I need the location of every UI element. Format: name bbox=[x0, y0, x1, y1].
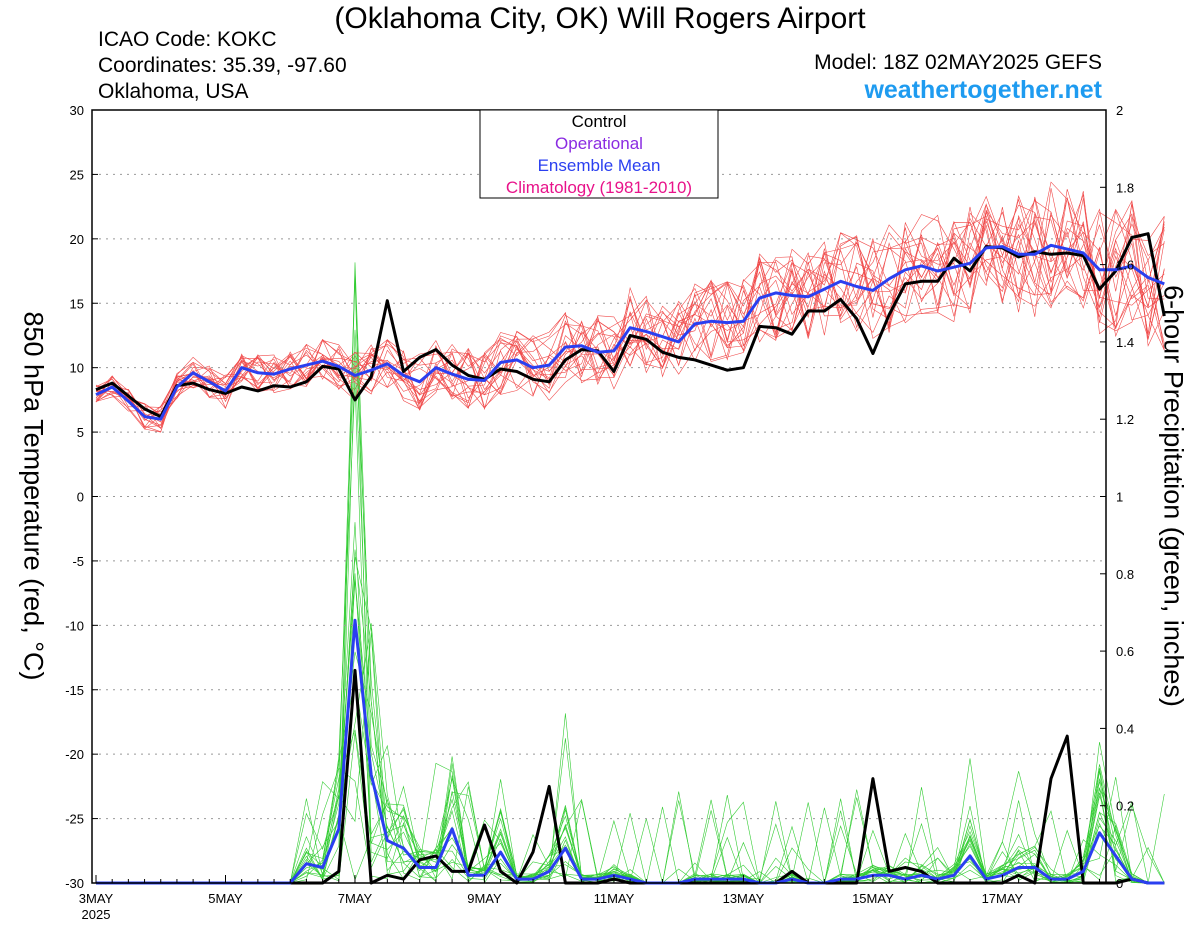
precip-member-6 bbox=[96, 276, 1165, 884]
precip-member-9 bbox=[96, 580, 1165, 884]
x-tick-label: 5MAY bbox=[208, 891, 243, 906]
temp-member-14 bbox=[95, 201, 1165, 430]
precip-member-4 bbox=[96, 679, 1165, 884]
temp-member-7 bbox=[95, 204, 1165, 421]
y-ticks-left: 30 25 20 15 10 5 0 -5 -10 -15 -20 -25 -30 bbox=[65, 103, 98, 891]
temp-member-17 bbox=[95, 197, 1165, 433]
precip-member-19 bbox=[96, 651, 1165, 884]
precip-member-3 bbox=[96, 578, 1165, 884]
y2-tick-label: 0.2 bbox=[1116, 799, 1134, 814]
x-tick-label: 7MAY bbox=[338, 891, 373, 906]
y2-tick-label: 1.4 bbox=[1116, 335, 1134, 350]
x-tick-label: 11MAY bbox=[594, 891, 635, 906]
x-tick-label: 13MAY bbox=[723, 891, 765, 906]
legend-box bbox=[479, 109, 719, 199]
legend: Control Operational Ensemble Mean Climatolo… bbox=[479, 109, 719, 199]
y-tick-label: -25 bbox=[65, 812, 84, 827]
precip-member-11 bbox=[96, 382, 1165, 884]
y-ticks-right: 2 1.8 1.6 1.4 1.2 1 0.8 0.6 0.4 0.2 0 bbox=[1100, 103, 1134, 891]
y2-tick-label: 1.2 bbox=[1116, 412, 1134, 427]
y-tick-label: 25 bbox=[70, 167, 84, 182]
chart-title: (Oklahoma City, OK) Will Rogers Airport bbox=[334, 2, 866, 35]
temp-member-19 bbox=[95, 209, 1165, 430]
temp-member-16 bbox=[95, 198, 1165, 418]
y-tick-label: -30 bbox=[65, 876, 84, 891]
series-lines bbox=[95, 232, 1166, 885]
y-tick-label: -20 bbox=[65, 747, 84, 762]
x-tick-label: 17MAY bbox=[982, 891, 1024, 906]
precip-member-1 bbox=[96, 549, 1165, 884]
temp-member-8 bbox=[95, 195, 1165, 418]
grid-lines bbox=[92, 173, 1106, 820]
y2-tick-label: 0 bbox=[1116, 876, 1123, 891]
x-tick-sublabel: 2025 bbox=[82, 907, 111, 922]
y-tick-label: 30 bbox=[70, 103, 84, 118]
legend-entry: Control bbox=[572, 112, 627, 131]
temp-member-15 bbox=[95, 196, 1165, 429]
precip-member-13 bbox=[96, 623, 1165, 884]
precip-member-2 bbox=[96, 329, 1165, 884]
y2-tick-label: 1.8 bbox=[1116, 180, 1134, 195]
legend-entry: Operational bbox=[555, 134, 643, 153]
y-tick-label: 10 bbox=[70, 361, 84, 376]
y-tick-label: 15 bbox=[70, 296, 84, 311]
series-line-1 bbox=[95, 243, 1165, 421]
temp-member-2 bbox=[95, 200, 1165, 418]
precip-member-16 bbox=[96, 729, 1165, 884]
y-tick-label: -15 bbox=[65, 683, 84, 698]
temp-member-12 bbox=[95, 212, 1165, 413]
precip-member-0 bbox=[96, 522, 1165, 884]
series-line-3 bbox=[96, 618, 1165, 885]
site-link[interactable]: weathertogether.net bbox=[864, 76, 1102, 104]
ensemble-members bbox=[95, 181, 1165, 884]
y-tick-label: 0 bbox=[77, 490, 84, 505]
temp-member-18 bbox=[95, 188, 1165, 428]
y2-tick-label: 0.4 bbox=[1116, 721, 1134, 736]
y-tick-label: 20 bbox=[70, 232, 84, 247]
y2-tick-label: 0.6 bbox=[1116, 644, 1134, 659]
y-tick-label: -5 bbox=[72, 554, 84, 569]
region: Oklahoma, USA bbox=[98, 80, 249, 103]
y2-tick-label: 2 bbox=[1116, 103, 1123, 118]
legend-entry: Ensemble Mean bbox=[538, 156, 661, 175]
series-line-2 bbox=[96, 668, 1165, 885]
x-tick-label: 3MAY bbox=[79, 891, 114, 906]
model-run: Model: 18Z 02MAY2025 GEFS bbox=[814, 51, 1102, 74]
x-tick-label: 9MAY bbox=[467, 891, 502, 906]
temp-member-6 bbox=[95, 195, 1165, 433]
precip-member-18 bbox=[96, 732, 1165, 884]
temp-member-11 bbox=[95, 189, 1165, 428]
icao-code: ICAO Code: KOKC bbox=[98, 28, 277, 51]
precip-member-12 bbox=[96, 573, 1165, 884]
y2-tick-label: 1.6 bbox=[1116, 258, 1134, 273]
temp-member-10 bbox=[95, 199, 1165, 416]
y2-tick-label: 0.8 bbox=[1116, 567, 1134, 582]
y-tick-label: 5 bbox=[77, 425, 84, 440]
y-tick-label: -10 bbox=[65, 618, 84, 633]
x-tick-label: 15MAY bbox=[852, 891, 894, 906]
temp-member-0 bbox=[95, 198, 1165, 415]
coordinates: Coordinates: 35.39, -97.60 bbox=[98, 54, 347, 77]
y2-tick-label: 1 bbox=[1116, 490, 1123, 505]
temp-member-4 bbox=[95, 221, 1165, 426]
precip-member-7 bbox=[96, 353, 1165, 884]
legend-entry: Climatology (1981-2010) bbox=[506, 178, 692, 197]
